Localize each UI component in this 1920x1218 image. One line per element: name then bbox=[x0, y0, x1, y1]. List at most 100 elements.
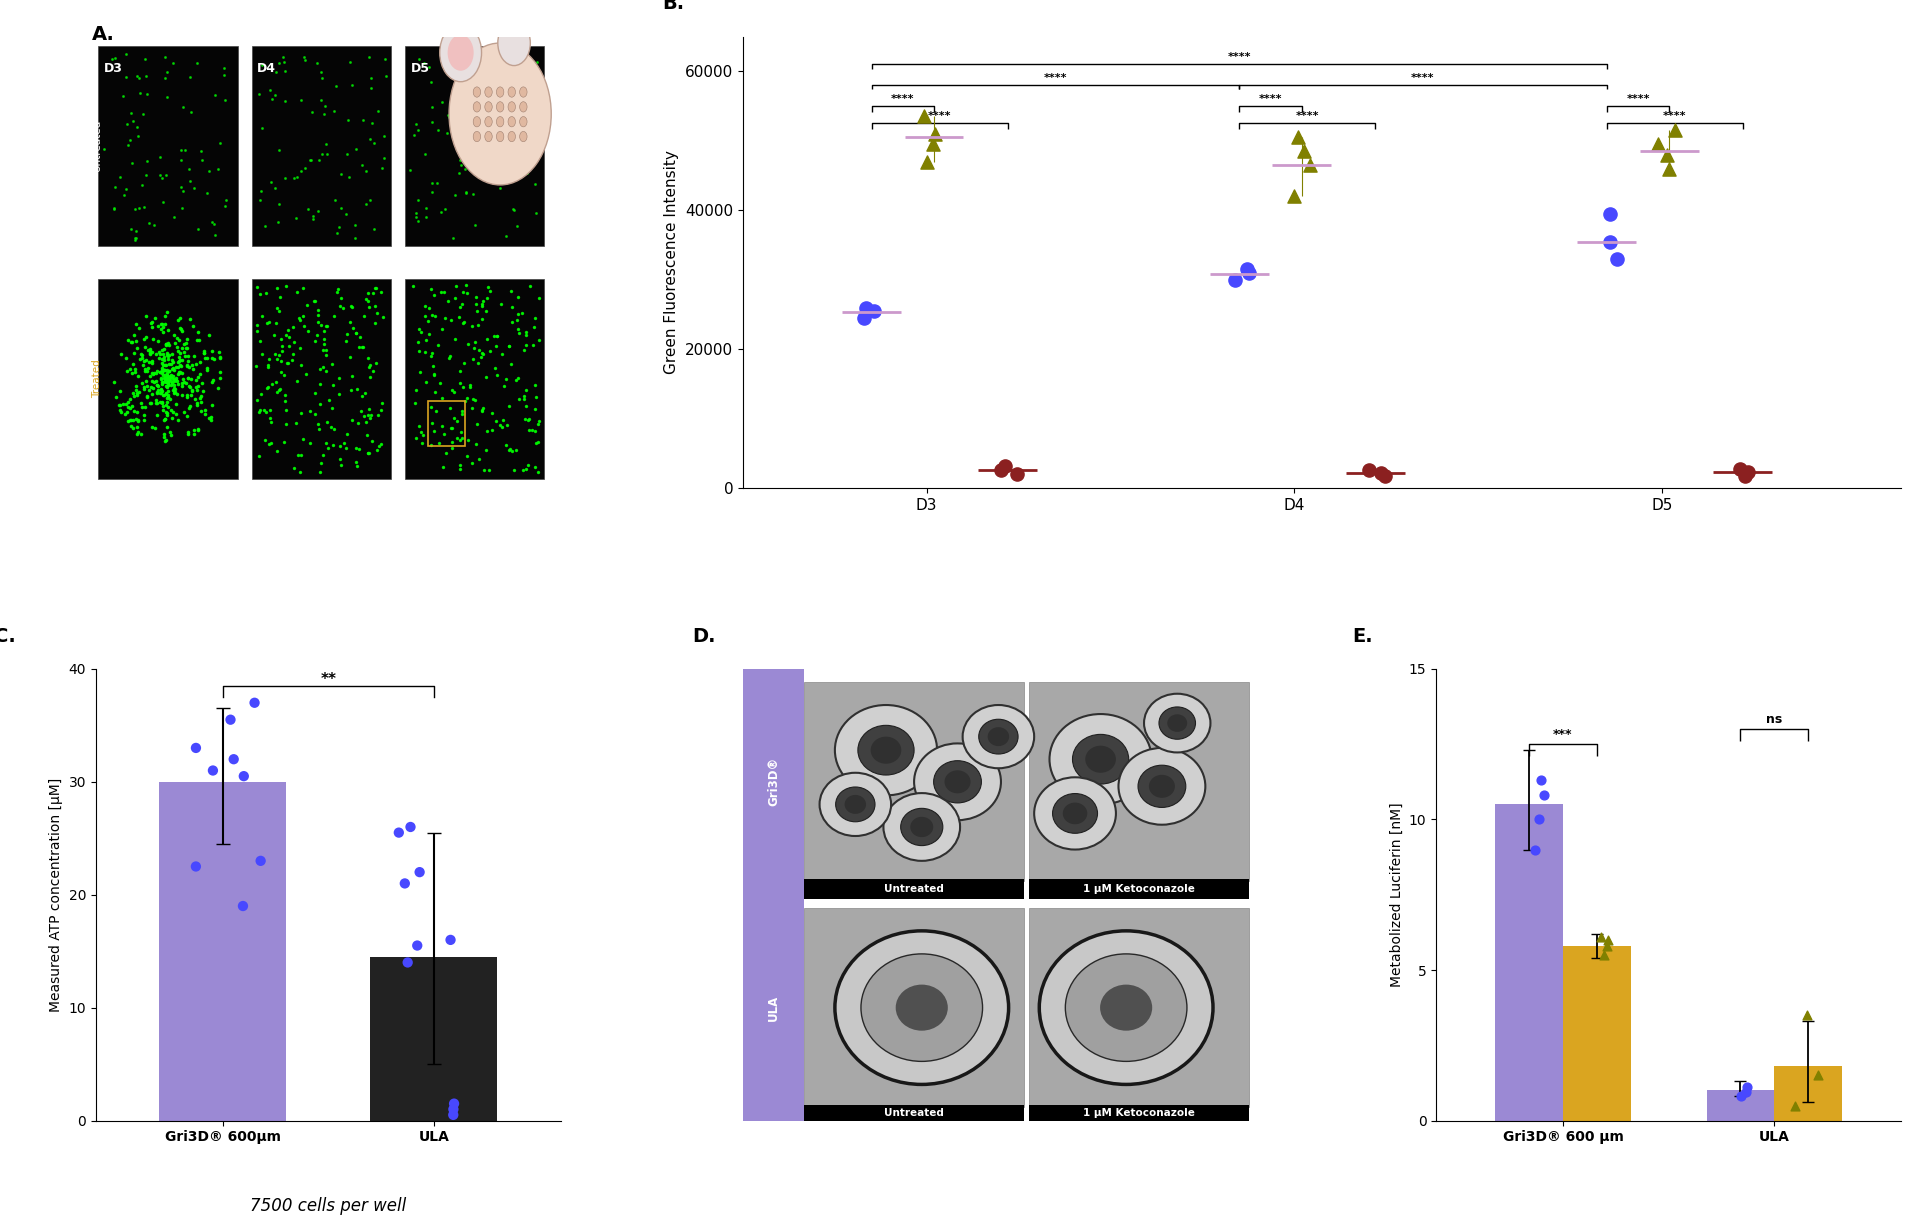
Point bbox=[495, 297, 526, 317]
Point bbox=[305, 62, 336, 82]
Point bbox=[148, 351, 179, 370]
Point bbox=[152, 376, 182, 396]
Point bbox=[196, 213, 227, 233]
Point bbox=[117, 354, 148, 374]
Point bbox=[152, 418, 182, 437]
Point bbox=[163, 352, 194, 371]
Point bbox=[171, 373, 202, 392]
Bar bbox=[1707, 1090, 1774, 1121]
Point bbox=[417, 357, 447, 376]
Point bbox=[355, 368, 386, 387]
Point bbox=[355, 406, 386, 425]
Circle shape bbox=[520, 132, 528, 141]
Point bbox=[263, 212, 294, 231]
Point bbox=[177, 381, 207, 401]
Point bbox=[419, 420, 449, 440]
Point bbox=[150, 431, 180, 451]
Point bbox=[138, 379, 169, 398]
Point bbox=[467, 291, 497, 311]
Point bbox=[179, 346, 209, 365]
Point bbox=[148, 339, 179, 358]
Point bbox=[461, 294, 492, 313]
Point bbox=[127, 348, 157, 368]
Point bbox=[457, 184, 488, 203]
Point bbox=[420, 307, 451, 326]
Point bbox=[152, 371, 182, 391]
Point bbox=[355, 79, 386, 99]
Point bbox=[492, 227, 522, 246]
Text: ****: **** bbox=[1260, 94, 1283, 104]
Point bbox=[305, 90, 336, 110]
Point bbox=[488, 409, 518, 429]
Point bbox=[1294, 156, 1325, 175]
Point bbox=[180, 738, 211, 758]
Point bbox=[167, 363, 198, 382]
Point bbox=[161, 384, 192, 403]
Point bbox=[1651, 145, 1682, 164]
Point bbox=[152, 387, 182, 407]
Circle shape bbox=[484, 117, 492, 127]
Point bbox=[204, 160, 234, 179]
Point bbox=[918, 134, 948, 153]
Point bbox=[152, 403, 182, 423]
Point bbox=[353, 348, 384, 368]
Point bbox=[180, 393, 211, 413]
Point bbox=[157, 54, 188, 73]
Point bbox=[136, 312, 167, 331]
Point bbox=[278, 345, 309, 364]
Point bbox=[353, 48, 384, 67]
Point bbox=[330, 331, 361, 351]
Point bbox=[451, 183, 482, 202]
Point bbox=[355, 129, 386, 149]
Point bbox=[520, 457, 551, 476]
Circle shape bbox=[1139, 765, 1187, 808]
Bar bbox=[1029, 879, 1248, 899]
Circle shape bbox=[484, 102, 492, 112]
Point bbox=[169, 342, 200, 362]
Point bbox=[336, 297, 367, 317]
Point bbox=[121, 66, 152, 85]
Point bbox=[438, 1105, 468, 1124]
Point bbox=[165, 356, 196, 375]
Point bbox=[127, 354, 157, 374]
Point bbox=[411, 296, 442, 315]
Point bbox=[150, 430, 180, 449]
Point bbox=[252, 402, 282, 421]
Point bbox=[148, 314, 179, 334]
Point bbox=[152, 369, 182, 389]
Point bbox=[117, 384, 148, 403]
Point bbox=[115, 333, 146, 352]
Point bbox=[167, 376, 198, 396]
Text: C.: C. bbox=[0, 627, 15, 646]
Point bbox=[244, 284, 275, 303]
Bar bbox=[804, 1105, 1023, 1121]
Point bbox=[261, 298, 292, 318]
Point bbox=[146, 380, 177, 400]
Circle shape bbox=[933, 761, 981, 803]
Circle shape bbox=[962, 705, 1035, 769]
Point bbox=[142, 393, 173, 413]
Point bbox=[113, 330, 144, 350]
Point bbox=[148, 365, 179, 385]
Point bbox=[152, 371, 182, 391]
Point bbox=[250, 401, 280, 420]
Point bbox=[255, 408, 286, 428]
Circle shape bbox=[897, 984, 948, 1030]
Point bbox=[196, 348, 227, 368]
Point bbox=[417, 173, 447, 192]
Point bbox=[194, 325, 225, 345]
Point bbox=[152, 335, 182, 354]
Point bbox=[148, 385, 179, 404]
Point bbox=[175, 376, 205, 396]
Point bbox=[152, 335, 182, 354]
Point bbox=[493, 396, 524, 415]
Point bbox=[150, 428, 180, 447]
Point bbox=[152, 62, 182, 82]
Point bbox=[131, 328, 161, 347]
Circle shape bbox=[509, 102, 515, 112]
Point bbox=[175, 67, 205, 86]
Point bbox=[294, 200, 324, 219]
Point bbox=[129, 362, 159, 381]
Point bbox=[252, 313, 282, 333]
Point bbox=[495, 440, 526, 459]
